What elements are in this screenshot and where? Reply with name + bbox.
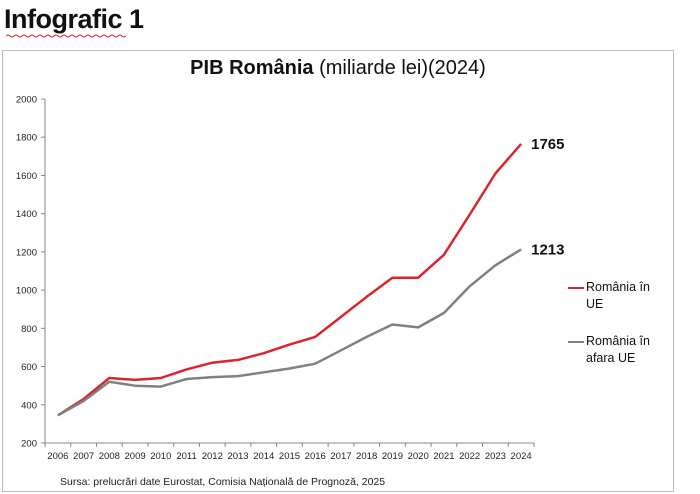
x-tick-label: 2015 [279, 451, 300, 462]
series-end-label: 1213 [531, 241, 564, 258]
y-tick-label: 1000 [16, 286, 37, 297]
y-tick-label: 1200 [16, 247, 37, 258]
x-tick-label: 2023 [485, 451, 506, 462]
y-tick-label: 1600 [16, 171, 37, 182]
y-tick-label: 400 [21, 400, 37, 411]
series-line-1 [57, 248, 522, 417]
series-end-label: 1765 [531, 136, 564, 153]
x-tick-label: 2020 [408, 451, 429, 462]
x-tick-label: 2019 [382, 451, 403, 462]
x-tick-label: 2022 [459, 451, 480, 462]
x-tick-label: 2007 [73, 451, 94, 462]
x-tick-label: 2024 [511, 451, 532, 462]
y-tick-label: 2000 [16, 95, 37, 106]
x-tick-label: 2021 [433, 451, 454, 462]
x-tick-label: 2006 [47, 451, 68, 462]
x-tick-label: 2013 [227, 451, 248, 462]
x-tick-label: 2010 [150, 451, 171, 462]
legend-label: UE [586, 297, 604, 311]
chart-frame: PIB România (miliarde lei)(2024) 200 400 6… [2, 50, 674, 492]
legend-swatch [568, 287, 584, 289]
y-tick-label: 1800 [16, 133, 37, 144]
series-line-0 [57, 143, 523, 417]
x-tick-label: 2012 [202, 451, 223, 462]
chart-title: PIB România (miliarde lei)(2024) [3, 57, 673, 80]
x-tick-label: 2011 [176, 451, 196, 462]
legend-label: afara UE [586, 351, 636, 365]
line-chart: 200 400 600 800 1000 1200 1400 1600 1800 2000 2006… [16, 95, 565, 463]
chart-title-main: PIB România [190, 57, 314, 79]
infographic-heading: Infografic 1 [4, 4, 144, 38]
x-tick-label: 2008 [99, 451, 120, 462]
legend-swatch [568, 341, 584, 343]
chart-title-unit: (miliarde lei)(2024) [313, 57, 486, 79]
spellcheck-underline [6, 34, 126, 38]
legend-item: România în UE [568, 279, 668, 313]
chart-legend: România în UE România în afara UE [568, 279, 668, 387]
x-tick-label: 2009 [125, 451, 146, 462]
y-tick-label: 200 [21, 439, 37, 450]
x-tick-label: 2014 [253, 451, 274, 462]
x-tick-label: 2016 [305, 451, 326, 462]
y-tick-label: 600 [21, 362, 37, 373]
legend-label: România în [586, 280, 650, 294]
legend-label: România în [586, 334, 650, 348]
source-note: Sursa: prelucrări date Eurostat, Comisia… [60, 476, 386, 488]
x-tick-label: 2018 [356, 451, 377, 462]
legend-item: România în afara UE [568, 333, 668, 367]
y-tick-label: 1400 [16, 209, 37, 220]
x-tick-label: 2017 [330, 451, 351, 462]
y-tick-label: 800 [21, 324, 37, 335]
infographic-heading-text: Infografic 1 [4, 4, 144, 34]
